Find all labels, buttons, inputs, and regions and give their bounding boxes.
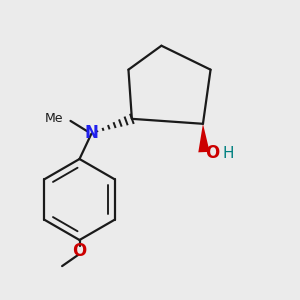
Text: Me: Me — [44, 112, 63, 125]
Text: O: O — [206, 144, 220, 162]
Polygon shape — [198, 124, 210, 152]
Text: O: O — [72, 242, 87, 260]
Text: N: N — [85, 124, 98, 142]
Text: H: H — [222, 146, 233, 160]
